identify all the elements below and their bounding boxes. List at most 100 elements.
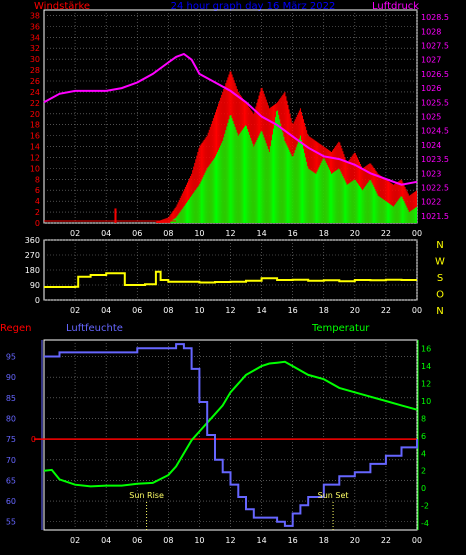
pressure-ytick: 1024 [421,141,441,150]
temperature-ytick: -4 [421,519,429,528]
regen-ytick: 0 [31,435,36,444]
wind-xtick: 14 [256,229,266,238]
dir-ytick: 0 [35,296,40,305]
temperature-ytick: 16 [421,345,431,354]
dir-xtick: 20 [350,306,360,315]
temperature-ytick: 6 [421,432,426,441]
wind-ytick: 12 [30,153,40,162]
panel-wind-frame [43,9,418,224]
luftdruck-label: Luftdruck [372,1,419,12]
dir-xtick: 18 [319,306,329,315]
pressure-ytick: 1023 [421,169,441,178]
temperature-ytick: 14 [421,362,431,371]
humidity-ytick: 80 [6,414,16,423]
wind-ytick: 34 [30,33,40,42]
wind-ytick: 2 [35,208,40,217]
pressure-ytick: 1022 [421,198,441,207]
wind-ytick: 6 [35,186,40,195]
sun-annotation: Sun Set [318,491,349,500]
dir-xtick: 04 [101,306,111,315]
humidity-ytick: 60 [6,497,16,506]
temperature-ytick: 2 [421,467,426,476]
wind-ytick: 32 [30,44,40,53]
pressure-ytick: 1027 [421,56,441,65]
hum-xtick: 08 [163,536,173,545]
compass-label: O [436,290,444,301]
pressure-ytick: 1025.5 [421,98,449,107]
pressure-ytick: 1023.5 [421,155,449,164]
temperature-ytick: 10 [421,397,431,406]
hum-xtick: 04 [101,536,111,545]
direction-line [44,270,417,288]
wind-ytick: 10 [30,164,40,173]
hum-xtick: 14 [256,536,266,545]
wind-ytick: 14 [30,143,40,152]
wind-ytick: 18 [30,121,40,130]
dir-xtick: 06 [132,306,142,315]
pressure-ytick: 1026.5 [421,70,449,79]
dir-ytick: 360 [25,236,40,245]
luftfeuchte-label: Luftfeuchte [66,323,123,334]
wind-xtick: 18 [319,229,329,238]
hum-xtick: 20 [350,536,360,545]
wind-xtick: 12 [225,229,235,238]
wind-ytick: 28 [30,66,40,75]
compass-label: S [437,273,443,284]
wind-xtick: 08 [163,229,173,238]
pressure-ytick: 1027.5 [421,42,449,51]
dir-xtick: 08 [163,306,173,315]
sun-annotation: Sun Rise [129,491,164,500]
wind-xtick: 06 [132,229,142,238]
hum-xtick: 00 [412,536,422,545]
dir-xtick: 10 [194,306,204,315]
dir-ytick: 180 [25,266,40,275]
pressure-ytick: 1028.5 [421,13,449,22]
wind-xtick: 22 [381,229,391,238]
hum-xtick: 02 [70,536,80,545]
dir-xtick: 14 [256,306,266,315]
compass-label: W [435,257,445,268]
hum-xtick: 10 [194,536,204,545]
wind-ytick: 30 [30,55,40,64]
temperature-ytick: 0 [421,484,426,493]
humidity-line [44,343,418,527]
data-series [34,52,418,530]
wind-ytick: 36 [30,22,40,31]
temperature-ytick: 12 [421,380,431,389]
wind-xtick: 16 [288,229,298,238]
humidity-ytick: 85 [6,394,16,403]
wind-ytick: 38 [30,11,40,20]
panel-humidity-frame [43,339,418,531]
humidity-ytick: 70 [6,456,16,465]
hum-xtick: 18 [319,536,329,545]
dir-xtick: 16 [288,306,298,315]
regen-label: Regen [0,323,32,334]
temperature-ytick: 8 [421,414,426,423]
grid-lines [41,10,419,530]
dir-xtick: 02 [70,306,80,315]
wind-xtick: 00 [412,229,422,238]
compass-label: N [436,240,443,251]
wind-ytick: 24 [30,88,40,97]
hum-xtick: 06 [132,536,142,545]
hum-xtick: 12 [225,536,235,545]
pressure-ytick: 1026 [421,84,441,93]
dir-xtick: 00 [412,306,422,315]
wind-xtick: 20 [350,229,360,238]
humidity-ytick: 95 [6,353,16,362]
humidity-ytick: 55 [6,518,16,527]
wind-ytick: 22 [30,99,40,108]
pressure-ytick: 1025 [421,113,441,122]
humidity-ytick: 75 [6,435,16,444]
humidity-ytick: 90 [6,373,16,382]
windstaerke-label: Windstärke [34,1,90,12]
pressure-ytick: 1024.5 [421,127,449,136]
wind-ytick: 8 [35,175,40,184]
dir-xtick: 22 [381,306,391,315]
pressure-ytick: 1028 [421,27,441,36]
tick-labels: 024681012141618202224262830323436381021.… [6,11,449,545]
hum-xtick: 16 [288,536,298,545]
pressure-ytick: 1021.5 [421,212,449,221]
